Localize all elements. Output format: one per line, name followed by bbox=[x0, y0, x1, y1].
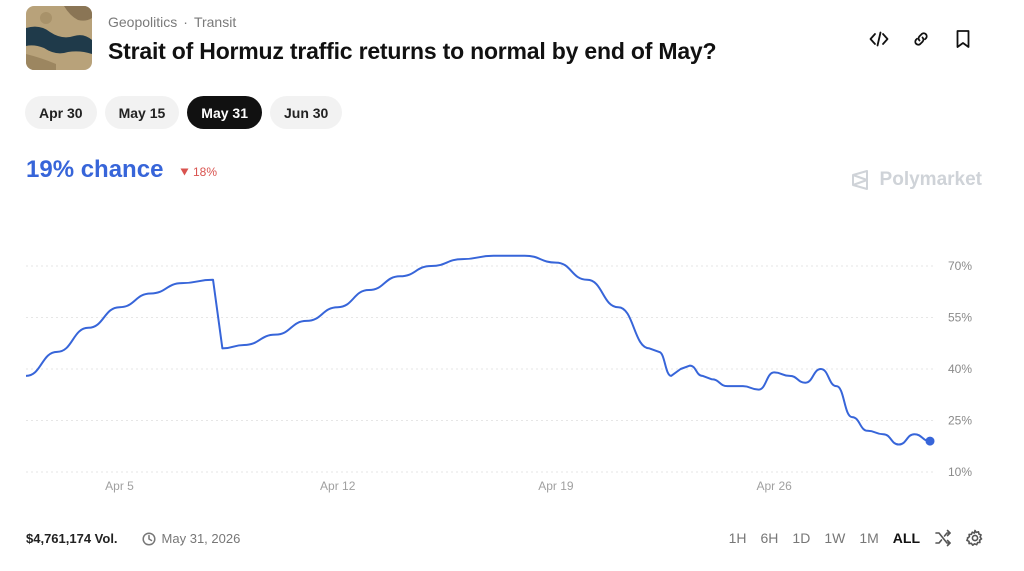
date-tab-apr-30[interactable]: Apr 30 bbox=[25, 96, 97, 129]
shuffle-icon[interactable] bbox=[934, 529, 952, 547]
embed-code-icon[interactable] bbox=[868, 28, 890, 50]
volume: $4,761,174 Vol. bbox=[26, 531, 118, 546]
brand-name: Polymarket bbox=[879, 169, 982, 190]
date-tab-may-15[interactable]: May 15 bbox=[104, 96, 180, 129]
breadcrumb-category[interactable]: Geopolitics bbox=[108, 14, 178, 30]
range-1d[interactable]: 1D bbox=[792, 530, 811, 546]
x-tick-label: Apr 12 bbox=[320, 479, 356, 493]
y-tick-label: 10% bbox=[948, 465, 972, 479]
date-tabs: Apr 30 May 15 May 31 Jun 30 bbox=[25, 96, 343, 129]
end-date: May 31, 2026 bbox=[141, 531, 241, 546]
caret-down-icon bbox=[180, 168, 189, 176]
bookmark-icon[interactable] bbox=[952, 28, 974, 50]
clock-icon bbox=[141, 531, 156, 546]
range-1h[interactable]: 1H bbox=[728, 530, 747, 546]
link-icon[interactable] bbox=[910, 28, 932, 50]
chance-delta-value: 18% bbox=[193, 165, 218, 179]
chance-delta: 18% bbox=[180, 165, 217, 179]
market-footer: $4,761,174 Vol. May 31, 2026 bbox=[26, 531, 240, 546]
date-tab-may-31[interactable]: May 31 bbox=[187, 96, 262, 129]
current-value-point bbox=[925, 436, 935, 446]
header-actions bbox=[868, 28, 974, 50]
y-tick-label: 70% bbox=[948, 259, 972, 273]
market-thumbnail bbox=[26, 6, 92, 70]
x-tick-label: Apr 19 bbox=[538, 479, 574, 493]
chance-value: 19% chance bbox=[26, 156, 164, 183]
y-tick-label: 25% bbox=[948, 414, 972, 428]
page-title: Strait of Hormuz traffic returns to norm… bbox=[108, 38, 717, 64]
x-tick-label: Apr 26 bbox=[756, 479, 792, 493]
breadcrumb: Geopolitics · Transit bbox=[108, 14, 236, 30]
y-tick-label: 55% bbox=[948, 311, 972, 325]
polymarket-icon bbox=[851, 170, 868, 190]
range-6h[interactable]: 6H bbox=[760, 530, 779, 546]
end-date-value: May 31, 2026 bbox=[161, 531, 241, 546]
range-1w[interactable]: 1W bbox=[824, 530, 846, 546]
range-all[interactable]: ALL bbox=[892, 530, 920, 546]
breadcrumb-subcategory[interactable]: Transit bbox=[193, 14, 237, 30]
x-tick-label: Apr 5 bbox=[105, 479, 134, 493]
settings-gear-icon[interactable] bbox=[966, 529, 984, 547]
y-tick-label: 40% bbox=[948, 362, 972, 376]
date-tab-jun-30[interactable]: Jun 30 bbox=[269, 96, 343, 129]
breadcrumb-separator: · bbox=[183, 14, 188, 30]
series-line bbox=[25, 254, 931, 446]
range-1m[interactable]: 1M bbox=[859, 530, 879, 546]
time-range-selector: 1H 6H 1D 1W 1M ALL bbox=[729, 529, 984, 547]
polymarket-logo: Polymarket bbox=[850, 169, 982, 191]
price-chart: 70% 55% 40% 25% 10% Apr 5 Apr 12 Apr 19 Apr 26 bbox=[25, 254, 972, 493]
